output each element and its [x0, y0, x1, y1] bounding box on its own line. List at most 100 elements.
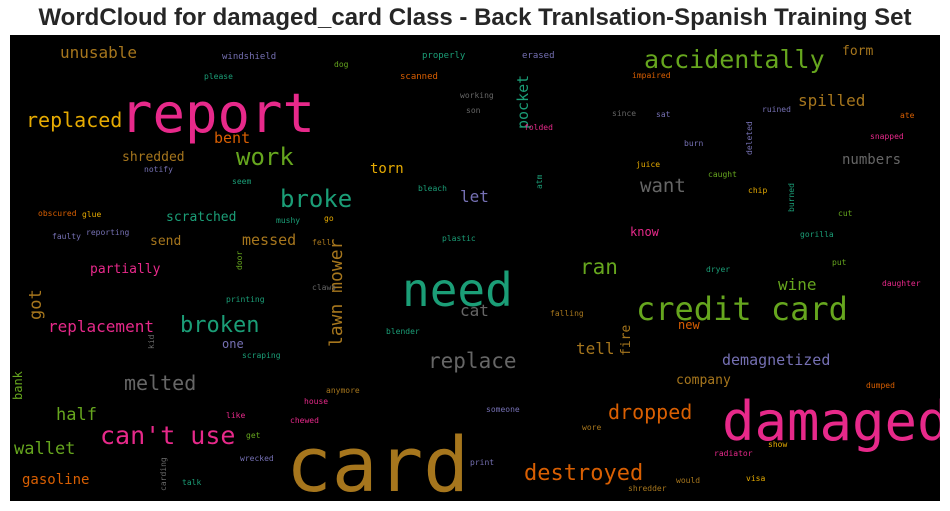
word-print: print	[470, 458, 495, 467]
word-juice: juice	[636, 160, 661, 169]
word-need: need	[402, 263, 513, 317]
word-half: half	[56, 405, 97, 425]
word-report: report	[120, 82, 316, 145]
word-please: please	[204, 72, 233, 81]
word-card: card	[286, 420, 470, 502]
word-dumped: dumped	[866, 381, 895, 390]
word-fire: fire	[619, 324, 634, 356]
word-bleach: bleach	[418, 184, 447, 193]
word-son: son	[466, 106, 481, 115]
word-glue: glue	[82, 210, 102, 219]
word-printing: printing	[226, 295, 265, 304]
word-lawn-mower: lawn mower	[326, 238, 347, 347]
word-bank: bank	[11, 371, 25, 400]
word-one: one	[222, 337, 244, 351]
word-anymore: anymore	[326, 386, 360, 395]
word-replaced: replaced	[26, 108, 123, 132]
word-send: send	[150, 234, 182, 249]
word-replacement: replacement	[48, 317, 154, 336]
word-accidentally: accidentally	[644, 45, 825, 74]
word-sat: sat	[656, 110, 671, 119]
word-wine: wine	[778, 275, 817, 294]
word-put: put	[832, 258, 847, 267]
word-scratched: scratched	[166, 210, 237, 225]
word-chewed: chewed	[290, 416, 319, 425]
word-wrecked: wrecked	[240, 454, 274, 463]
word-burn: burn	[684, 139, 704, 148]
word-dryer: dryer	[706, 265, 731, 274]
word-shredded: shredded	[122, 150, 185, 165]
wordcloud-canvas: card damaged report need credit card accident…	[10, 35, 940, 501]
word-someone: someone	[486, 405, 520, 414]
word-ate: ate	[900, 111, 915, 120]
word-torn: torn	[370, 161, 404, 177]
word-door: door	[235, 250, 244, 270]
wordcloud-title: WordCloud for damaged_card Class - Back …	[38, 4, 912, 31]
word-impaired: impaired	[632, 71, 671, 80]
word-can-t-use: can't use	[100, 421, 236, 450]
word-spilled: spilled	[798, 91, 866, 110]
word-faulty: faulty	[52, 232, 81, 241]
word-claws: claws	[312, 283, 337, 292]
word-kid: kid	[147, 334, 156, 349]
word-erased: erased	[522, 51, 555, 61]
word-melted: melted	[124, 371, 197, 395]
word-broke: broke	[280, 185, 353, 213]
word-wore: wore	[582, 423, 602, 432]
word-scanned: scanned	[400, 72, 438, 82]
word-notify: notify	[144, 165, 173, 174]
word-seem: seem	[232, 177, 252, 186]
word-damaged: damaged	[722, 390, 940, 453]
word-numbers: numbers	[842, 152, 902, 168]
word-working: working	[460, 91, 494, 100]
word-wallet: wallet	[14, 439, 76, 459]
word-tell: tell	[576, 339, 615, 358]
word-house: house	[304, 397, 329, 406]
word-broken: broken	[180, 313, 260, 338]
word-pocket: pocket	[514, 74, 532, 129]
word-plastic: plastic	[442, 234, 476, 243]
word-reporting: reporting	[86, 228, 130, 237]
word-show: show	[768, 440, 788, 449]
word-cat: cat	[460, 301, 489, 320]
word-gorilla: gorilla	[800, 230, 834, 239]
word-go: go	[324, 214, 334, 223]
word-falling: falling	[550, 309, 584, 318]
word-snapped: snapped	[870, 132, 904, 141]
word-partially: partially	[90, 262, 161, 277]
word-like: like	[226, 411, 246, 420]
word-let: let	[460, 187, 489, 206]
word-talk: talk	[182, 478, 202, 487]
word-get: get	[246, 431, 261, 440]
word-gasoline: gasoline	[22, 472, 90, 488]
word-properly: properly	[422, 51, 466, 61]
word-scraping: scraping	[242, 351, 281, 360]
word-got: got	[26, 289, 46, 320]
word-fell: fell	[312, 238, 332, 247]
word-mushy: mushy	[276, 216, 301, 225]
word-windshield: windshield	[222, 52, 277, 62]
word-shredder: shredder	[628, 484, 667, 493]
word-atm: atm	[535, 174, 544, 189]
word-cut: cut	[838, 209, 853, 218]
word-credit-card: credit card	[636, 290, 848, 328]
word-destroyed: destroyed	[524, 461, 644, 486]
word-daughter: daughter	[882, 279, 921, 288]
word-replace: replace	[428, 349, 517, 373]
word-know: know	[630, 225, 659, 239]
word-bent: bent	[214, 129, 251, 147]
word-caught: caught	[708, 170, 737, 179]
word-work: work	[236, 143, 294, 171]
word-company: company	[676, 373, 731, 388]
word-new: new	[678, 318, 700, 332]
word-burned: burned	[787, 183, 796, 212]
word-would: would	[676, 476, 701, 485]
word-dog: dog	[334, 60, 349, 69]
word-ran: ran	[580, 255, 618, 279]
word-obscured: obscured	[38, 209, 77, 218]
word-radiator: radiator	[714, 449, 753, 458]
word-since: since	[612, 109, 637, 118]
word-demagnetized: demagnetized	[722, 351, 831, 369]
word-chip: chip	[748, 186, 768, 195]
word-deleted: deleted	[745, 121, 754, 155]
